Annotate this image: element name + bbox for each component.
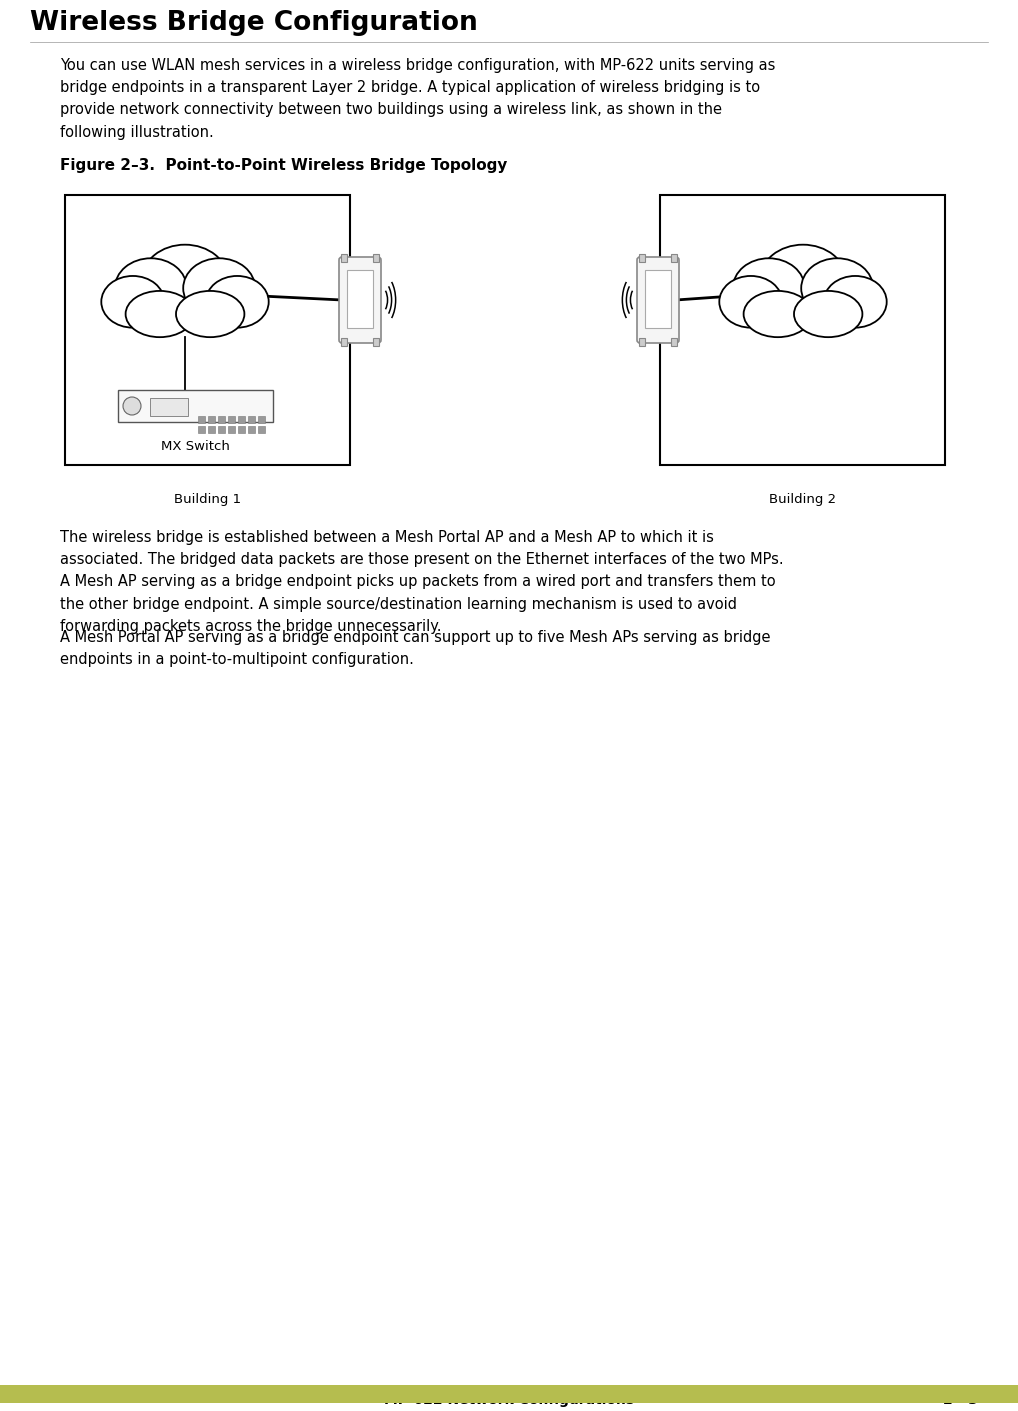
- Bar: [197, 426, 205, 433]
- Text: Wireless Bridge Configuration: Wireless Bridge Configuration: [30, 10, 477, 37]
- Bar: [228, 426, 235, 433]
- Ellipse shape: [720, 277, 782, 327]
- Ellipse shape: [206, 277, 269, 327]
- Ellipse shape: [176, 291, 244, 337]
- Bar: [197, 416, 205, 423]
- Ellipse shape: [125, 291, 194, 337]
- Bar: [208, 416, 215, 423]
- Bar: [671, 339, 677, 346]
- Bar: [347, 270, 373, 327]
- Bar: [373, 339, 379, 346]
- Ellipse shape: [102, 277, 164, 327]
- FancyBboxPatch shape: [339, 257, 381, 343]
- Text: The wireless bridge is established between a Mesh Portal AP and a Mesh AP to whi: The wireless bridge is established betwe…: [60, 531, 784, 634]
- Ellipse shape: [733, 258, 805, 317]
- Ellipse shape: [115, 258, 186, 317]
- Ellipse shape: [743, 291, 812, 337]
- Ellipse shape: [183, 258, 256, 317]
- Bar: [118, 389, 273, 422]
- Bar: [150, 398, 188, 416]
- Text: You can use WLAN mesh services in a wireless bridge configuration, with MP-622 u: You can use WLAN mesh services in a wire…: [60, 58, 776, 140]
- Ellipse shape: [759, 244, 846, 316]
- Bar: [238, 426, 245, 433]
- Bar: [218, 416, 225, 423]
- Ellipse shape: [824, 277, 887, 327]
- Bar: [248, 416, 254, 423]
- Text: MP-622 Network Configurations: MP-622 Network Configurations: [384, 1393, 634, 1407]
- Bar: [248, 426, 254, 433]
- Bar: [218, 426, 225, 433]
- Text: A Mesh Portal AP serving as a bridge endpoint can support up to five Mesh APs se: A Mesh Portal AP serving as a bridge end…: [60, 629, 771, 667]
- Ellipse shape: [142, 244, 228, 316]
- Bar: [639, 339, 645, 346]
- Text: Figure 2–3.  Point-to-Point Wireless Bridge Topology: Figure 2–3. Point-to-Point Wireless Brid…: [60, 158, 507, 174]
- Text: MX Switch: MX Switch: [161, 440, 230, 453]
- Bar: [208, 426, 215, 433]
- Bar: [645, 270, 671, 327]
- FancyBboxPatch shape: [637, 257, 679, 343]
- Bar: [639, 254, 645, 262]
- Circle shape: [123, 396, 142, 415]
- Text: Building 1: Building 1: [174, 492, 241, 507]
- Ellipse shape: [794, 291, 862, 337]
- Bar: [238, 416, 245, 423]
- Bar: [258, 426, 265, 433]
- Bar: [671, 254, 677, 262]
- Bar: [258, 416, 265, 423]
- Bar: [341, 254, 347, 262]
- Bar: [65, 195, 350, 466]
- Ellipse shape: [801, 258, 873, 317]
- Text: Building 2: Building 2: [769, 492, 836, 507]
- Bar: [373, 254, 379, 262]
- Text: 2 - 3: 2 - 3: [943, 1393, 977, 1407]
- Bar: [0, 1386, 1018, 1403]
- Bar: [228, 416, 235, 423]
- Bar: [341, 339, 347, 346]
- Bar: [660, 195, 945, 466]
